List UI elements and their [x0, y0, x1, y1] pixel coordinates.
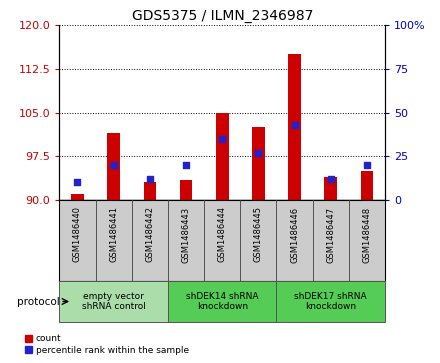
Bar	[168, 281, 276, 322]
Point	[183, 162, 190, 168]
Title: GDS5375 / ILMN_2346987: GDS5375 / ILMN_2346987	[132, 9, 313, 23]
Text: GSM1486440: GSM1486440	[73, 207, 82, 262]
Bar	[95, 200, 132, 281]
Text: GSM1486446: GSM1486446	[290, 207, 299, 262]
Bar	[204, 200, 240, 281]
Bar	[313, 200, 349, 281]
Text: GSM1486444: GSM1486444	[218, 207, 227, 262]
Bar	[240, 200, 276, 281]
Text: protocol: protocol	[17, 297, 59, 306]
Bar	[59, 281, 168, 322]
Bar	[324, 177, 337, 200]
Bar	[276, 200, 313, 281]
Bar	[276, 281, 385, 322]
Bar	[59, 200, 95, 281]
Text: empty vector
shRNA control: empty vector shRNA control	[82, 292, 146, 311]
Text: GSM1486442: GSM1486442	[145, 207, 154, 262]
Text: GSM1486447: GSM1486447	[326, 207, 335, 262]
Point	[74, 180, 81, 185]
Point	[363, 162, 370, 168]
Point	[291, 122, 298, 128]
Text: GSM1486443: GSM1486443	[182, 207, 191, 262]
Text: GSM1486448: GSM1486448	[363, 207, 371, 262]
Bar	[216, 113, 228, 200]
Bar	[107, 133, 120, 200]
Point	[255, 150, 262, 156]
Text: GSM1486441: GSM1486441	[109, 207, 118, 262]
Text: shDEK17 shRNA
knockdown: shDEK17 shRNA knockdown	[294, 292, 367, 311]
Point	[219, 136, 226, 142]
Bar	[349, 200, 385, 281]
Bar	[143, 183, 156, 200]
Text: GSM1486445: GSM1486445	[254, 207, 263, 262]
Bar	[71, 194, 84, 200]
Text: shDEK14 shRNA
knockdown: shDEK14 shRNA knockdown	[186, 292, 258, 311]
Bar	[288, 54, 301, 200]
Point	[147, 176, 154, 182]
Bar	[252, 127, 265, 200]
Bar	[132, 200, 168, 281]
Point	[110, 162, 117, 168]
Legend: count, percentile rank within the sample: count, percentile rank within the sample	[25, 334, 189, 355]
Bar	[361, 171, 373, 200]
Bar	[180, 180, 192, 200]
Bar	[168, 200, 204, 281]
Point	[327, 176, 334, 182]
